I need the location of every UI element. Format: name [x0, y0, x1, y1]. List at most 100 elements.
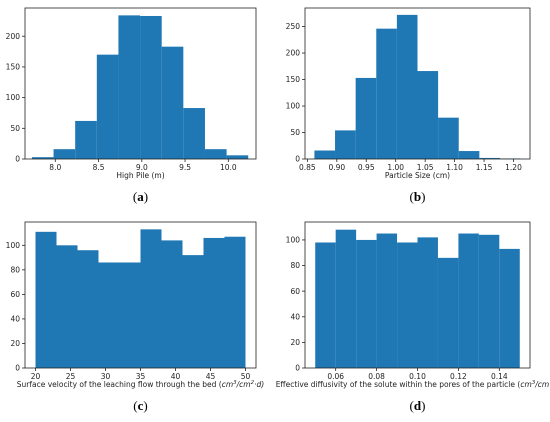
x-tick-label: 9.5 — [179, 163, 191, 172]
y-tick-label: 100 — [6, 93, 21, 102]
histogram-bar — [335, 130, 356, 159]
histogram-bar — [397, 242, 418, 368]
x-tick-label: 40 — [171, 372, 181, 381]
axes-frame — [304, 7, 531, 160]
x-tick-label: 0.85 — [299, 163, 316, 172]
x-tick-label: 25 — [66, 372, 76, 381]
y-tick-label: 200 — [6, 32, 21, 41]
x-tick-label: 35 — [136, 372, 146, 381]
y-tick-label: 20 — [10, 339, 20, 348]
histogram-bar — [355, 77, 377, 159]
histogram-bar — [119, 262, 141, 368]
histogram-bar — [376, 28, 397, 159]
y-tick-label: 60 — [290, 287, 300, 296]
histogram-bar — [438, 117, 459, 159]
y-tick-label: 50 — [10, 124, 20, 133]
x-tick-label: 10.0 — [220, 163, 237, 172]
histogram-bar — [183, 108, 205, 159]
histogram-bar — [118, 15, 141, 160]
y-tick-label: 40 — [10, 315, 20, 324]
y-tick-label: 100 — [286, 102, 301, 111]
y-tick-label: 100 — [6, 241, 21, 250]
y-tick-label: 80 — [290, 261, 300, 270]
histogram-bar — [31, 157, 54, 159]
y-tick-label: 80 — [10, 265, 20, 274]
histogram-bar — [77, 250, 99, 368]
histogram-bar — [35, 231, 57, 368]
y-tick-label: 150 — [6, 63, 21, 72]
x-axis-label: High Pile (m) — [116, 171, 164, 180]
y-tick-label: 0 — [15, 364, 20, 373]
x-tick-label: 9.0 — [136, 163, 148, 172]
histogram-bar — [314, 150, 336, 159]
histogram-bar — [226, 155, 249, 159]
axes-frame — [24, 7, 257, 160]
x-tick-label: 0.06 — [327, 372, 344, 381]
chart-panel-b: 0.85 0.90 0.95 1.00 1.05 1.10 1.15 1.20 0 50 100 15… — [286, 7, 531, 204]
x-axis-label: Particle Size (cm) — [385, 171, 450, 180]
x-tick-label: 8.5 — [93, 163, 105, 172]
histogram-bar — [161, 240, 183, 368]
panel-letter-c: (c) — [133, 398, 147, 413]
x-tick-label: 20 — [31, 372, 41, 381]
x-tick-label: 0.10 — [409, 372, 426, 381]
histogram-bar — [437, 257, 459, 368]
histogram-bar — [56, 245, 78, 368]
x-tick-label: 50 — [241, 372, 251, 381]
x-tick-label: 1.00 — [387, 163, 404, 172]
histogram-bar — [396, 14, 418, 160]
panel-letter-b: (b) — [410, 189, 426, 204]
histogram-bar — [224, 236, 246, 368]
histogram-bar — [53, 149, 76, 159]
x-tick-label: 1.15 — [476, 163, 493, 172]
chart-panel-a: 8.0 8.5 9.0 9.5 10.0 0 50 100 150 200 High Pile (m… — [6, 7, 257, 204]
x-tick-label: 1.10 — [446, 163, 463, 172]
y-tick-label: 40 — [290, 312, 300, 321]
histogram-bar — [75, 120, 97, 159]
x-tick-label: 1.05 — [417, 163, 434, 172]
x-tick-label: 0.14 — [491, 372, 508, 381]
x-tick-label: 45 — [206, 372, 216, 381]
y-tick-label: 200 — [286, 49, 301, 58]
x-axis-label: Effective diffusivity of the solute with… — [276, 380, 550, 389]
x-tick-label: 0.12 — [450, 372, 467, 381]
chart-panel-c: 20 25 30 35 40 45 50 0 20 40 60 80 100 Surface veloci… — [6, 221, 264, 413]
x-tick-label: 30 — [101, 372, 111, 381]
histogram-bar — [161, 46, 184, 159]
histogram-bar — [417, 237, 438, 368]
histogram-bar — [182, 255, 204, 368]
y-tick-label: 0 — [295, 155, 300, 164]
y-tick-label: 250 — [286, 22, 301, 31]
y-tick-label: 20 — [290, 338, 300, 347]
histogram-bar — [499, 248, 520, 368]
y-tick-label: 0 — [295, 364, 300, 373]
panel-letter-a: (a) — [133, 189, 148, 204]
histogram-bar — [140, 229, 162, 368]
histogram-bar — [376, 233, 398, 368]
histogram-bar — [335, 229, 357, 368]
histogram-bar — [478, 234, 500, 368]
chart-panel-d: 0.06 0.08 0.10 0.12 0.14 0 20 40 60 80 100 Effectiv… — [276, 221, 550, 413]
histogram-bar — [315, 242, 336, 368]
x-tick-label: 0.90 — [328, 163, 345, 172]
panel-letter-d: (d) — [410, 398, 426, 413]
y-tick-label: 100 — [286, 236, 301, 245]
histogram-bar — [479, 157, 500, 159]
histogram-bar — [203, 237, 225, 368]
x-tick-label: 8.0 — [49, 163, 61, 172]
histogram-bar — [140, 15, 162, 160]
x-axis-label: Surface velocity of the leaching flow th… — [17, 380, 264, 389]
y-tick-label: 0 — [15, 155, 20, 164]
x-tick-label: 1.20 — [505, 163, 522, 172]
histogram-bar — [458, 151, 480, 159]
y-tick-label: 60 — [10, 290, 20, 299]
histogram-bar — [204, 149, 227, 159]
histogram-bar — [356, 239, 377, 368]
y-tick-label: 50 — [290, 128, 300, 137]
histogram-bar — [417, 71, 439, 159]
histogram-bar — [98, 262, 120, 368]
histogram-bar — [96, 54, 119, 159]
x-tick-label: 0.08 — [368, 372, 385, 381]
histogram-bar — [458, 233, 479, 368]
